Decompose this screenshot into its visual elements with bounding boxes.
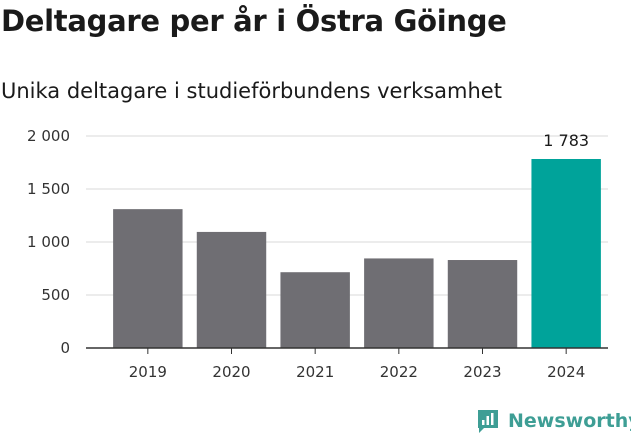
bar <box>280 272 350 348</box>
y-tick-label: 1 500 <box>27 180 70 198</box>
x-tick-label: 2019 <box>129 363 167 381</box>
x-tick-label: 2021 <box>296 363 334 381</box>
bar <box>196 231 267 348</box>
brand-logo: Newsworthy <box>476 408 631 434</box>
chart-subtitle: Unika deltagare i studieförbundens verks… <box>1 79 502 103</box>
x-tick-label: 2023 <box>463 363 501 381</box>
x-tick-label: 2022 <box>380 363 418 381</box>
brand-name: Newsworthy <box>508 410 631 432</box>
bar <box>364 258 434 348</box>
bar-chart-logo-icon <box>478 410 498 433</box>
bar <box>531 159 601 348</box>
data-label: 1 783 <box>543 131 589 150</box>
x-tick-label: 2024 <box>547 363 585 381</box>
chart-title: Deltagare per år i Östra Göinge <box>1 4 507 38</box>
y-tick-label: 2 000 <box>27 127 70 145</box>
y-tick-label: 500 <box>41 286 70 304</box>
y-tick-label: 0 <box>60 339 70 357</box>
bar <box>447 260 518 348</box>
x-tick-label: 2020 <box>212 363 250 381</box>
y-tick-label: 1 000 <box>27 233 70 251</box>
bar <box>113 209 183 348</box>
